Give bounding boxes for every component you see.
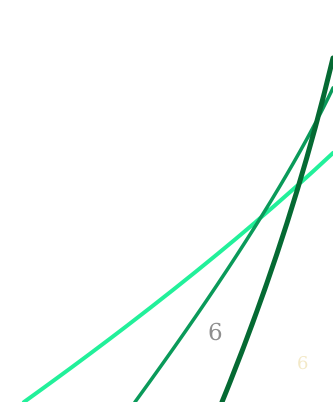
number-label-secondary: 6 — [297, 353, 309, 374]
curve-dark-green — [219, 55, 333, 402]
number-label-primary: 6 — [208, 320, 223, 346]
curve-bright-green — [22, 151, 333, 402]
